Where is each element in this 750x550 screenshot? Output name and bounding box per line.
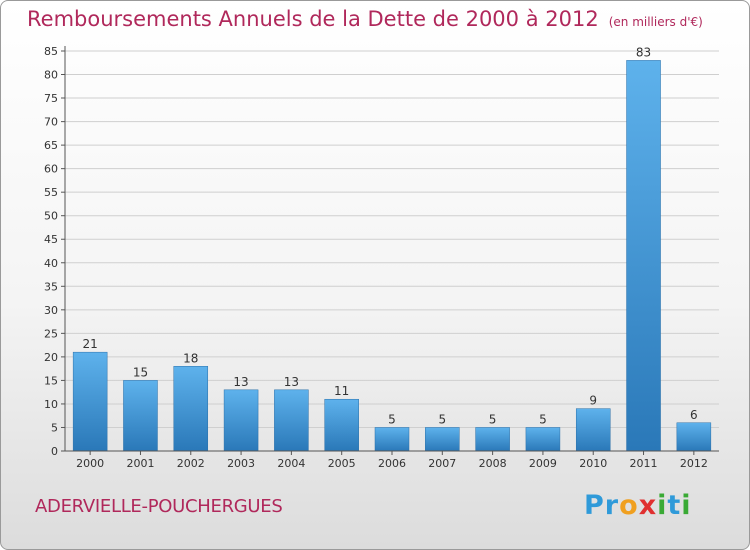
y-tick-label: 25 bbox=[44, 327, 58, 340]
logo-letter: o bbox=[619, 490, 639, 521]
y-tick-label: 40 bbox=[44, 257, 58, 270]
y-tick-label: 65 bbox=[44, 139, 58, 152]
y-tick-label: 50 bbox=[44, 210, 58, 223]
y-tick-label: 70 bbox=[44, 116, 58, 129]
y-tick-label: 5 bbox=[51, 421, 58, 434]
data-label: 21 bbox=[83, 337, 98, 351]
x-axis-ticks: 2000 2001 2002 2003 2004 2005 2006 2007 2008 2009… bbox=[76, 451, 708, 470]
x-tick-label: 2000 bbox=[76, 457, 104, 470]
title-unit: (en milliers d'€) bbox=[608, 15, 703, 29]
logo-letter: P bbox=[584, 490, 605, 521]
x-tick-label: 2001 bbox=[126, 457, 154, 470]
logo-letter: x bbox=[638, 490, 658, 521]
y-tick-label: 80 bbox=[44, 69, 58, 82]
data-label: 5 bbox=[438, 412, 446, 426]
logo-letter: i bbox=[657, 490, 668, 521]
data-label: 6 bbox=[690, 408, 698, 422]
x-tick-label: 2003 bbox=[227, 457, 255, 470]
y-tick-label: 85 bbox=[44, 45, 58, 58]
y-tick-label: 55 bbox=[44, 186, 58, 199]
bar bbox=[475, 427, 510, 452]
bar bbox=[274, 389, 309, 452]
bar bbox=[525, 427, 561, 452]
axes bbox=[64, 46, 719, 452]
data-label: 11 bbox=[334, 384, 349, 398]
y-tick-label: 10 bbox=[44, 398, 58, 411]
data-label: 18 bbox=[183, 351, 198, 365]
bar bbox=[173, 366, 209, 452]
y-tick-label: 15 bbox=[44, 374, 58, 387]
y-tick-label: 45 bbox=[44, 233, 58, 246]
y-tick-label: 35 bbox=[44, 280, 58, 293]
commune-name: ADERVIELLE-POUCHERGUES bbox=[35, 496, 283, 517]
bar bbox=[425, 427, 460, 452]
bars: 21 15 18 13 13 11 5 5 5 5 9 83 6 bbox=[72, 45, 712, 452]
data-label: 5 bbox=[539, 412, 547, 426]
y-axis-ticks: 0 5 10 15 20 25 30 35 40 45 50 55 60 65 70 75 80 85 bbox=[44, 45, 65, 458]
x-tick-label: 2005 bbox=[328, 457, 356, 470]
logo-letter: t bbox=[667, 490, 682, 521]
y-tick-label: 20 bbox=[44, 351, 58, 364]
data-label: 13 bbox=[233, 375, 248, 389]
x-tick-label: 2011 bbox=[630, 457, 658, 470]
data-label: 13 bbox=[284, 375, 299, 389]
bar bbox=[374, 427, 410, 452]
bar bbox=[676, 422, 712, 452]
x-tick-label: 2004 bbox=[277, 457, 305, 470]
x-tick-label: 2009 bbox=[529, 457, 557, 470]
y-tick-label: 30 bbox=[44, 304, 58, 317]
logo-letter: i bbox=[681, 490, 692, 521]
y-tick-label: 75 bbox=[44, 92, 58, 105]
title-text: Remboursements Annuels de la Dette de 20… bbox=[27, 7, 599, 31]
x-tick-label: 2010 bbox=[579, 457, 607, 470]
data-label: 83 bbox=[636, 45, 651, 59]
bar bbox=[575, 408, 611, 452]
grid-lines bbox=[65, 50, 719, 452]
x-tick-label: 2006 bbox=[378, 457, 406, 470]
x-tick-label: 2012 bbox=[680, 457, 708, 470]
y-tick-label: 60 bbox=[44, 163, 58, 176]
data-label: 5 bbox=[388, 412, 396, 426]
chart-title: Remboursements Annuels de la Dette de 20… bbox=[27, 7, 703, 31]
y-tick-label: 0 bbox=[51, 445, 58, 458]
proxiti-logo: Proxiti bbox=[584, 490, 692, 521]
bar bbox=[324, 398, 359, 452]
data-label: 9 bbox=[589, 394, 597, 408]
bar bbox=[223, 389, 259, 452]
data-label: 15 bbox=[133, 365, 148, 379]
bar bbox=[626, 60, 661, 452]
x-tick-label: 2008 bbox=[479, 457, 507, 470]
x-tick-label: 2007 bbox=[428, 457, 456, 470]
logo-letter: r bbox=[604, 490, 620, 521]
data-label: 5 bbox=[489, 412, 497, 426]
bar bbox=[72, 351, 108, 452]
bar bbox=[123, 380, 158, 452]
x-tick-label: 2002 bbox=[177, 457, 205, 470]
